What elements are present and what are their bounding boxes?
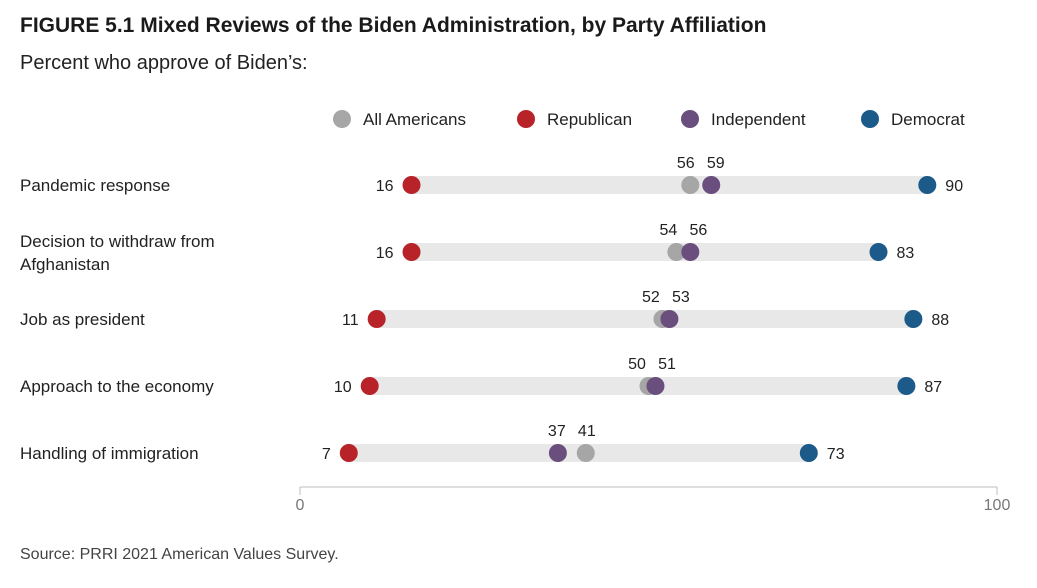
chart-row: Pandemic response 16 90 56 59 — [20, 155, 963, 195]
data-label-republican: 16 — [376, 245, 394, 262]
chart-title: FIGURE 5.1 Mixed Reviews of the Biden Ad… — [20, 14, 767, 37]
data-label-all-americans: 54 — [659, 222, 677, 239]
legend-marker-democrat — [861, 110, 879, 128]
legend-label-democrat: Democrat — [891, 110, 965, 129]
x-tick-label: 100 — [984, 497, 1011, 514]
data-point-democrat — [918, 176, 937, 194]
legend-label-republican: Republican — [547, 110, 632, 129]
data-label-independent: 37 — [548, 423, 566, 440]
category-label: Pandemic response — [20, 176, 170, 195]
chart-row: Job as president 11 88 52 53 — [20, 289, 949, 329]
legend-label-all-americans: All Americans — [363, 110, 466, 129]
range-bar — [411, 176, 928, 194]
data-label-democrat: 87 — [924, 379, 942, 396]
data-point-independent — [702, 176, 721, 194]
data-point-republican — [367, 310, 386, 328]
category-label: Job as president — [20, 310, 145, 329]
data-point-independent — [660, 310, 679, 328]
data-point-all-americans — [681, 176, 700, 194]
chart-rows: Pandemic response 16 90 56 59 Decision to wit… — [20, 155, 963, 463]
legend-marker-all-americans — [333, 110, 351, 128]
category-label: Handling of immigration — [20, 444, 199, 463]
data-label-all-americans: 41 — [578, 423, 596, 440]
category-label: Decision to withdraw from — [20, 232, 215, 251]
data-point-republican — [339, 444, 358, 462]
chart-row: Handling of immigration 7 73 37 41 — [20, 423, 845, 463]
data-label-republican: 7 — [322, 446, 331, 463]
legend-marker-republican — [517, 110, 535, 128]
data-label-democrat: 73 — [827, 446, 845, 463]
range-bar — [376, 310, 914, 328]
data-label-independent: 59 — [707, 155, 725, 172]
data-point-republican — [402, 176, 421, 194]
data-point-independent — [646, 377, 665, 395]
data-label-republican: 10 — [334, 379, 352, 396]
data-label-republican: 16 — [376, 178, 394, 195]
legend-label-independent: Independent — [711, 110, 806, 129]
x-tick-label: 0 — [296, 497, 305, 514]
data-label-all-americans: 52 — [642, 289, 660, 306]
category-label: Afghanistan — [20, 255, 110, 274]
data-label-republican: 11 — [342, 312, 359, 329]
data-point-republican — [360, 377, 379, 395]
source-note: Source: PRRI 2021 American Values Survey… — [20, 546, 339, 563]
data-label-all-americans: 50 — [628, 356, 646, 373]
range-bar — [369, 377, 907, 395]
x-axis: 0 100 — [296, 486, 1011, 514]
data-point-democrat — [904, 310, 923, 328]
chart-row: Approach to the economy 10 87 50 51 — [20, 356, 942, 396]
data-label-democrat: 90 — [945, 178, 963, 195]
data-point-democrat — [869, 243, 888, 261]
data-label-independent: 53 — [672, 289, 690, 306]
data-point-independent — [681, 243, 700, 261]
data-label-independent: 51 — [658, 356, 676, 373]
data-label-democrat: 88 — [931, 312, 949, 329]
data-label-independent: 56 — [689, 222, 707, 239]
data-point-republican — [402, 243, 421, 261]
data-point-all-americans — [576, 444, 595, 462]
data-label-democrat: 83 — [897, 245, 915, 262]
legend: All Americans Republican Independent Democr… — [333, 110, 965, 129]
data-point-democrat — [897, 377, 916, 395]
data-point-independent — [548, 444, 567, 462]
legend-marker-independent — [681, 110, 699, 128]
data-point-democrat — [799, 444, 818, 462]
category-label: Approach to the economy — [20, 377, 214, 396]
data-label-all-americans: 56 — [677, 155, 695, 172]
data-point-all-americans — [667, 243, 686, 261]
chart-row: Decision to withdraw from Afghanistan 16 83… — [20, 222, 914, 274]
chart-subtitle: Percent who approve of Biden’s: — [20, 52, 308, 74]
range-bar — [411, 243, 879, 261]
